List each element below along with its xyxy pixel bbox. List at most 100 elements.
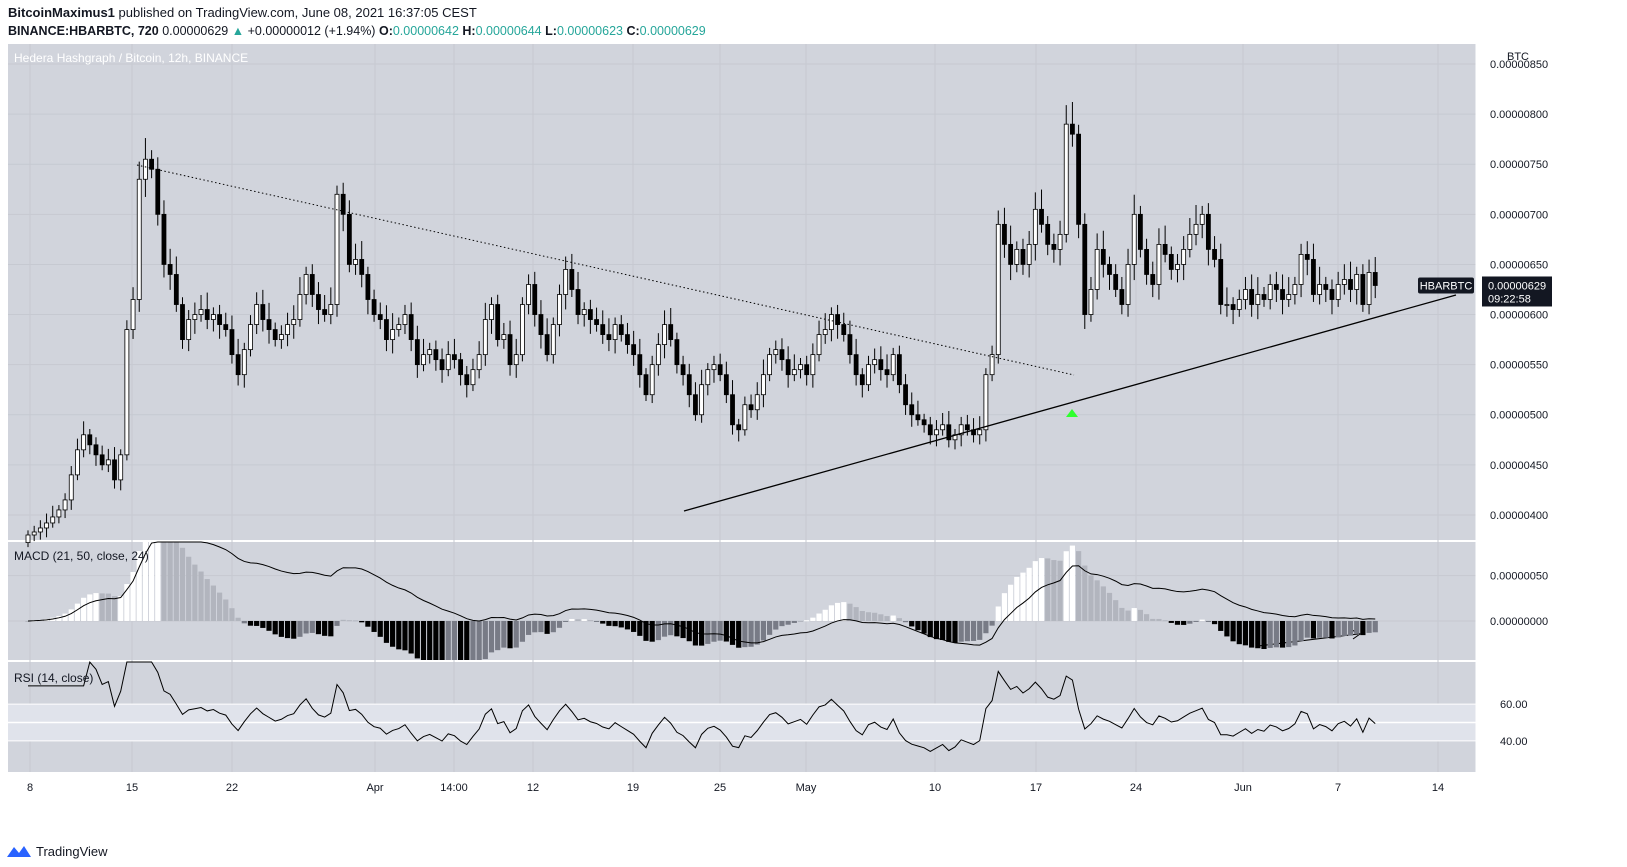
candle-down[interactable] xyxy=(1082,223,1088,315)
candle-up[interactable] xyxy=(934,429,939,436)
candle-down[interactable] xyxy=(785,359,791,376)
candle-up[interactable] xyxy=(37,527,43,533)
candle-up[interactable] xyxy=(445,354,451,371)
candle-down[interactable] xyxy=(921,419,927,426)
candle-up[interactable] xyxy=(1224,304,1230,306)
candle-down[interactable] xyxy=(1311,259,1316,295)
candle-up[interactable] xyxy=(1193,223,1199,235)
candle-up[interactable] xyxy=(297,294,303,320)
candle-up[interactable] xyxy=(798,364,803,371)
candle-down[interactable] xyxy=(915,414,921,421)
candle-up[interactable] xyxy=(958,424,964,436)
candle-down[interactable] xyxy=(686,374,692,396)
candle-down[interactable] xyxy=(365,274,371,300)
candle-down[interactable] xyxy=(433,349,439,361)
candle-up[interactable] xyxy=(1243,289,1248,300)
candle-up[interactable] xyxy=(791,369,797,376)
candle-down[interactable] xyxy=(93,444,99,456)
candle-up[interactable] xyxy=(50,516,56,524)
candle-up[interactable] xyxy=(44,522,49,529)
candle-up[interactable] xyxy=(353,259,358,265)
candle-up[interactable] xyxy=(198,309,204,315)
candle-up[interactable] xyxy=(136,178,142,300)
tradingview-logo[interactable]: TradingView xyxy=(6,843,108,859)
candle-up[interactable] xyxy=(501,334,507,340)
candle-up[interactable] xyxy=(427,349,433,356)
candle-up[interactable] xyxy=(711,364,717,371)
candle-up[interactable] xyxy=(612,324,618,340)
candle-up[interactable] xyxy=(829,314,834,330)
candle-up[interactable] xyxy=(816,334,822,356)
time-axis[interactable] xyxy=(8,772,1476,800)
candle-up[interactable] xyxy=(1298,254,1304,285)
candle-down[interactable] xyxy=(458,359,464,376)
candle-up[interactable] xyxy=(186,319,192,340)
candle-up[interactable] xyxy=(705,369,711,386)
candle-up[interactable] xyxy=(334,193,340,305)
candle-up[interactable] xyxy=(761,374,766,396)
candle-down[interactable] xyxy=(841,324,847,335)
candle-down[interactable] xyxy=(316,294,321,310)
candle-down[interactable] xyxy=(414,339,420,366)
candle-up[interactable] xyxy=(1341,279,1347,285)
candle-up[interactable] xyxy=(822,329,828,335)
ascending-support-line[interactable] xyxy=(683,294,1457,512)
candle-down[interactable] xyxy=(155,168,161,215)
candle-down[interactable] xyxy=(1360,274,1366,305)
candle-up[interactable] xyxy=(1317,284,1323,295)
candle-down[interactable] xyxy=(1020,249,1026,265)
candle-down[interactable] xyxy=(217,314,222,325)
candle-down[interactable] xyxy=(266,319,272,330)
candle-down[interactable] xyxy=(359,259,365,275)
candle-down[interactable] xyxy=(1230,304,1236,310)
candle-up[interactable] xyxy=(1292,284,1298,295)
candle-down[interactable] xyxy=(452,354,457,361)
candle-up[interactable] xyxy=(390,329,396,340)
candle-down[interactable] xyxy=(1039,208,1044,225)
candle-up[interactable] xyxy=(557,294,562,325)
candle-down[interactable] xyxy=(884,369,890,376)
candle-up[interactable] xyxy=(662,324,667,346)
candle-down[interactable] xyxy=(594,319,599,325)
candle-down[interactable] xyxy=(1150,274,1156,285)
candle-down[interactable] xyxy=(340,193,346,215)
author-name[interactable]: BitcoinMaximus1 xyxy=(8,5,115,20)
candle-up[interactable] xyxy=(1175,264,1180,270)
candle-down[interactable] xyxy=(112,459,117,481)
candle-up[interactable] xyxy=(482,319,488,356)
candle-up[interactable] xyxy=(1063,123,1069,235)
candle-down[interactable] xyxy=(149,158,155,170)
candle-down[interactable] xyxy=(322,309,328,315)
candle-up[interactable] xyxy=(872,359,878,366)
candle-down[interactable] xyxy=(964,424,970,431)
candle-down[interactable] xyxy=(600,324,606,335)
candle-up[interactable] xyxy=(866,364,871,386)
candle-down[interactable] xyxy=(544,334,550,356)
candle-down[interactable] xyxy=(87,434,93,446)
candle-down[interactable] xyxy=(1119,289,1125,305)
candle-up[interactable] xyxy=(1366,272,1372,305)
candle-down[interactable] xyxy=(223,324,229,330)
candle-up[interactable] xyxy=(977,429,983,436)
candle-down[interactable] xyxy=(1329,289,1335,300)
candle-up[interactable] xyxy=(192,314,198,320)
candle-down[interactable] xyxy=(909,404,915,416)
candle-down[interactable] xyxy=(532,284,538,315)
candle-up[interactable] xyxy=(1255,294,1261,305)
candle-down[interactable] xyxy=(859,374,865,386)
candle-up[interactable] xyxy=(75,449,80,476)
candle-up[interactable] xyxy=(241,349,247,376)
candle-down[interactable] xyxy=(173,274,179,305)
candle-up[interactable] xyxy=(62,499,68,511)
candle-up[interactable] xyxy=(1014,249,1020,265)
candle-up[interactable] xyxy=(210,314,216,320)
candle-up[interactable] xyxy=(1354,274,1360,290)
candle-up[interactable] xyxy=(248,324,253,351)
candle-down[interactable] xyxy=(569,269,575,290)
candle-down[interactable] xyxy=(804,364,810,376)
candle-down[interactable] xyxy=(736,424,742,431)
candle-up[interactable] xyxy=(699,384,705,416)
candle-up[interactable] xyxy=(278,334,284,340)
candle-down[interactable] xyxy=(1107,264,1112,275)
candle-up[interactable] xyxy=(105,459,111,466)
